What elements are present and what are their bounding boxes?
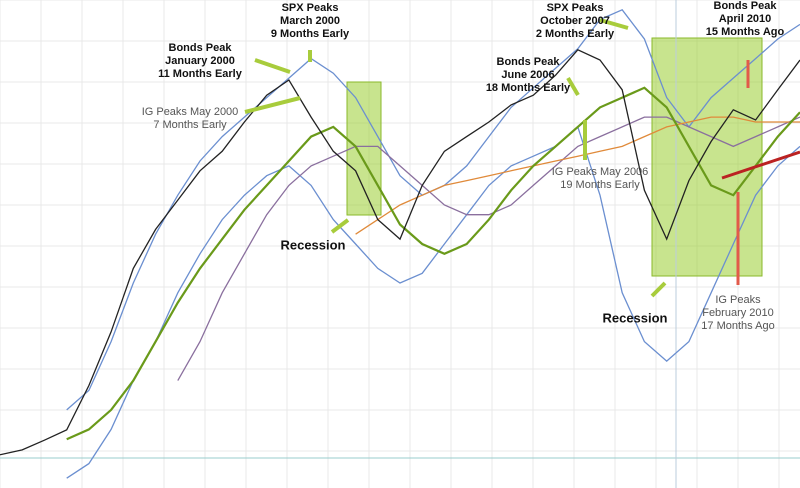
annotation: Bonds Peak: [497, 56, 561, 68]
series-line: [66, 125, 800, 479]
annotation: 11 Months Early: [158, 68, 243, 80]
annotation: 7 Months Early: [153, 119, 227, 131]
annotation: IG Peaks: [715, 294, 761, 306]
annotation: October 2007: [540, 15, 610, 27]
annotation: Recession: [280, 238, 345, 253]
annotation: January 2000: [165, 55, 235, 67]
annotation: March 2000: [280, 15, 340, 27]
annotation: Bonds Peak: [169, 42, 233, 54]
series-line: [355, 116, 800, 235]
series-line: [66, 86, 800, 441]
trend-line: [721, 150, 800, 180]
series-line: [0, 49, 800, 456]
annotation: IG Peaks May 2000: [142, 106, 239, 118]
annotation: Recession: [602, 311, 667, 326]
annotation: 18 Months Early: [486, 82, 571, 94]
annotation: 17 Months Ago: [701, 320, 774, 332]
annotation: Bonds Peak: [714, 0, 778, 12]
series-line: [177, 116, 800, 381]
annotation: February 2010: [702, 307, 774, 319]
annotation: June 2006: [501, 69, 554, 81]
annotation: SPX Peaks: [282, 2, 339, 14]
arrows: [244, 18, 667, 298]
annotation: 19 Months Early: [560, 179, 640, 191]
recession-shade: [651, 37, 763, 277]
annotation: April 2010: [719, 13, 772, 25]
annotation: IG Peaks May 2006: [552, 166, 649, 178]
annotation: 9 Months Early: [271, 28, 350, 40]
annotation: SPX Peaks: [547, 2, 604, 14]
arrows: [736, 60, 750, 285]
annotation: 15 Months Ago: [706, 26, 785, 38]
annotation: 2 Months Early: [536, 28, 615, 40]
